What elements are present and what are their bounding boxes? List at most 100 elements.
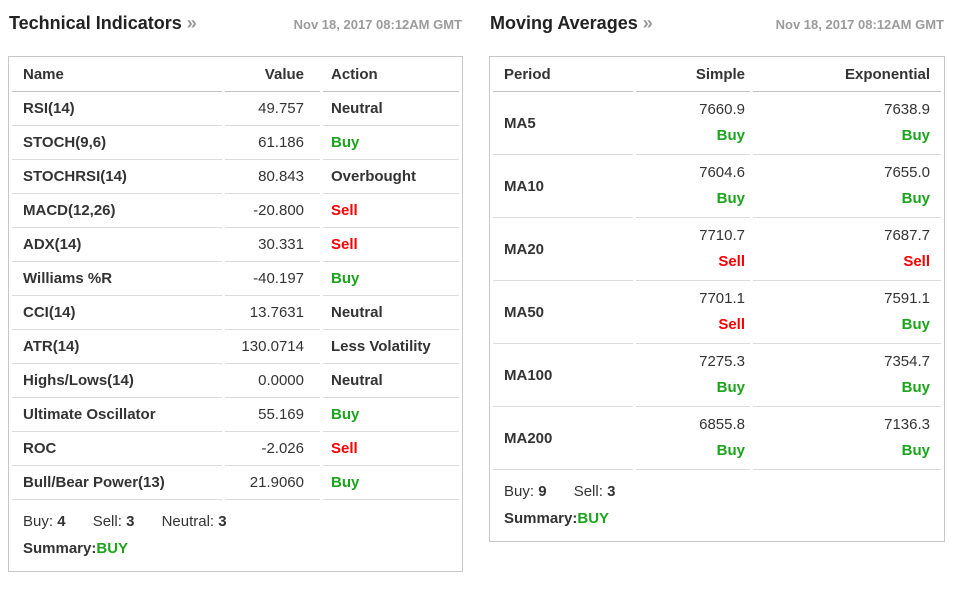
ma-exponential-action: Buy: [901, 379, 930, 396]
ma-simple-action: Sell: [718, 316, 745, 333]
indicator-value: 13.7631: [225, 296, 320, 330]
technical-indicators-header-row: Name Value Action: [12, 57, 459, 92]
indicator-value: -2.026: [225, 432, 320, 466]
indicator-name: Ultimate Oscillator: [12, 398, 222, 432]
moving-averages-title-link[interactable]: Moving Averages»: [490, 13, 653, 34]
ma-period: MA200: [493, 407, 633, 470]
ma-exponential-value: 7354.7: [884, 353, 930, 370]
ma-exponential-action: Buy: [901, 442, 930, 459]
indicator-value: 55.169: [225, 398, 320, 432]
indicator-name: MACD(12,26): [12, 194, 222, 228]
ma-simple-cell: 7660.9 Buy: [636, 92, 750, 155]
ma-simple-value: 7660.9: [699, 101, 745, 118]
neutral-count-value: 3: [218, 513, 227, 530]
indicator-value: 130.0714: [225, 330, 320, 364]
sell-count-value: 3: [126, 513, 135, 530]
ma-simple-value: 7275.3: [699, 353, 745, 370]
moving-average-row: MA200 6855.8 Buy 7136.3 Buy: [493, 407, 941, 470]
ma-exponential-value: 7638.9: [884, 101, 930, 118]
ma-simple-value: 7604.6: [699, 164, 745, 181]
technical-indicators-table: Name Value Action RSI(14) 49.757 Neutral…: [8, 56, 463, 572]
ma-simple-cell: 7701.1 Sell: [636, 281, 750, 344]
moving-average-row: MA100 7275.3 Buy 7354.7 Buy: [493, 344, 941, 407]
indicator-row: Williams %R -40.197 Buy: [12, 262, 459, 296]
ma-exponential-cell: 7687.7 Sell: [753, 218, 941, 281]
ma-simple-cell: 7275.3 Buy: [636, 344, 750, 407]
column-header-period: Period: [493, 57, 633, 92]
indicator-name: ROC: [12, 432, 222, 466]
moving-averages-panel: Moving Averages» Nov 18, 2017 08:12AM GM…: [489, 13, 945, 572]
ma-exponential-action: Buy: [901, 316, 930, 333]
column-header-name: Name: [12, 57, 222, 92]
indicator-row: Highs/Lows(14) 0.0000 Neutral: [12, 364, 459, 398]
summary-label: Summary:: [23, 540, 97, 557]
moving-averages-timestamp: Nov 18, 2017 08:12AM GMT: [775, 17, 944, 32]
page: Technical Indicators» Nov 18, 2017 08:12…: [8, 13, 945, 572]
technical-indicators-panel: Technical Indicators» Nov 18, 2017 08:12…: [8, 13, 463, 572]
indicator-row: ROC -2.026 Sell: [12, 432, 459, 466]
moving-averages-summary-row: Buy: 9 Sell: 3 Summary:BUY: [493, 470, 941, 541]
moving-averages-header: Moving Averages» Nov 18, 2017 08:12AM GM…: [490, 13, 944, 35]
indicator-action: Buy: [323, 398, 459, 432]
indicator-value: 80.843: [225, 160, 320, 194]
technical-indicators-title-link[interactable]: Technical Indicators»: [9, 13, 197, 34]
moving-average-row: MA20 7710.7 Sell 7687.7 Sell: [493, 218, 941, 281]
ma-simple-cell: 7604.6 Buy: [636, 155, 750, 218]
ma-simple-action: Sell: [718, 253, 745, 270]
indicator-value: 30.331: [225, 228, 320, 262]
indicator-name: Williams %R: [12, 262, 222, 296]
indicator-action: Neutral: [323, 92, 459, 126]
indicator-action: Buy: [323, 126, 459, 160]
indicator-row: Bull/Bear Power(13) 21.9060 Buy: [12, 466, 459, 500]
ma-simple-cell: 7710.7 Sell: [636, 218, 750, 281]
indicator-row: CCI(14) 13.7631 Neutral: [12, 296, 459, 330]
column-header-exponential: Exponential: [753, 57, 941, 92]
technical-indicators-summary-row: Buy: 4 Sell: 3 Neutral: 3 Summary:BUY: [12, 500, 459, 571]
moving-averages-verdict: Summary:BUY: [504, 509, 930, 528]
technical-indicators-counts: Buy: 4 Sell: 3 Neutral: 3: [23, 512, 448, 531]
ma-exponential-cell: 7655.0 Buy: [753, 155, 941, 218]
summary-verdict-value: BUY: [577, 510, 610, 527]
ma-exponential-value: 7687.7: [884, 227, 930, 244]
moving-average-row: MA5 7660.9 Buy 7638.9 Buy: [493, 92, 941, 155]
technical-indicators-timestamp: Nov 18, 2017 08:12AM GMT: [293, 17, 462, 32]
ma-simple-action: Buy: [716, 379, 745, 396]
indicator-action: Sell: [323, 228, 459, 262]
ma-simple-value: 7701.1: [699, 290, 745, 307]
ma-period: MA5: [493, 92, 633, 155]
indicator-name: STOCH(9,6): [12, 126, 222, 160]
ma-exponential-cell: 7136.3 Buy: [753, 407, 941, 470]
sell-count-value: 3: [607, 483, 616, 500]
indicator-name: Highs/Lows(14): [12, 364, 222, 398]
ma-period: MA20: [493, 218, 633, 281]
indicator-row: ADX(14) 30.331 Sell: [12, 228, 459, 262]
indicator-action: Buy: [323, 466, 459, 500]
indicator-name: CCI(14): [12, 296, 222, 330]
buy-count-value: 9: [538, 483, 547, 500]
technical-indicators-summary: Buy: 4 Sell: 3 Neutral: 3 Summary:BUY: [12, 500, 459, 571]
indicator-action: Neutral: [323, 364, 459, 398]
indicator-action: Sell: [323, 432, 459, 466]
ma-simple-value: 7710.7: [699, 227, 745, 244]
summary-label: Summary:: [504, 510, 578, 527]
indicator-action: Overbought: [323, 160, 459, 194]
moving-averages-table: Period Simple Exponential MA5 7660.9 Buy…: [489, 56, 945, 542]
ma-exponential-value: 7591.1: [884, 290, 930, 307]
indicator-action: Less Volatility: [323, 330, 459, 364]
neutral-count-label: Neutral:: [161, 513, 215, 530]
technical-indicators-header: Technical Indicators» Nov 18, 2017 08:12…: [9, 13, 462, 35]
indicator-name: ATR(14): [12, 330, 222, 364]
more-arrow-icon: »: [186, 13, 197, 33]
moving-averages-header-row: Period Simple Exponential: [493, 57, 941, 92]
indicator-value: 21.9060: [225, 466, 320, 500]
ma-simple-action: Buy: [716, 442, 745, 459]
indicator-value: 49.757: [225, 92, 320, 126]
indicator-name: RSI(14): [12, 92, 222, 126]
moving-average-row: MA50 7701.1 Sell 7591.1 Buy: [493, 281, 941, 344]
ma-exponential-action: Buy: [901, 190, 930, 207]
indicator-name: Bull/Bear Power(13): [12, 466, 222, 500]
indicator-row: MACD(12,26) -20.800 Sell: [12, 194, 459, 228]
ma-simple-action: Buy: [716, 127, 745, 144]
ma-exponential-cell: 7354.7 Buy: [753, 344, 941, 407]
ma-period: MA10: [493, 155, 633, 218]
